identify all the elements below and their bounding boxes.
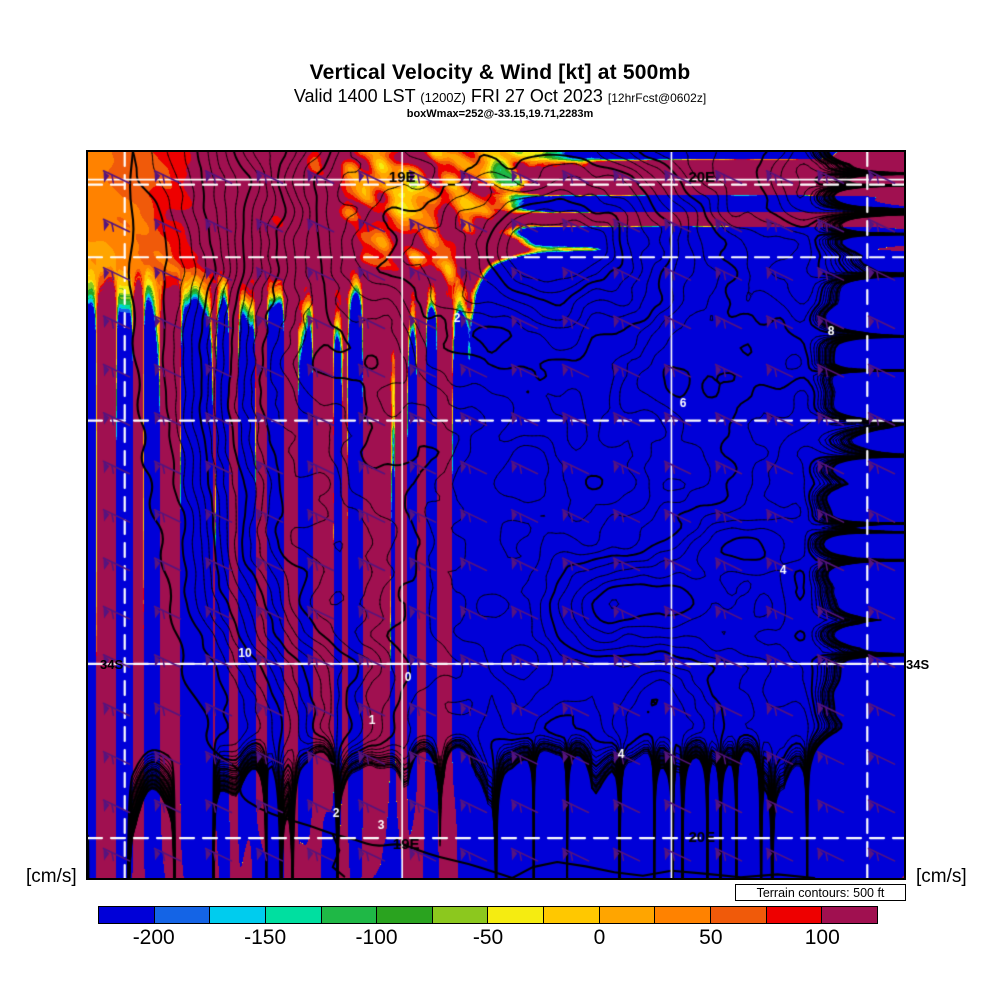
- lat-label-left: 34S: [100, 657, 124, 672]
- colorbar-tick-0: 0: [593, 926, 606, 949]
- colorbar-segment-8: [544, 907, 600, 923]
- title-subtitle: Valid 1400 LST (1200Z) FRI 27 Oct 2023 […: [0, 87, 1000, 106]
- valid-time-zulu: (1200Z): [420, 90, 466, 106]
- map-plot-area: [86, 150, 906, 880]
- colorbar-segment-10: [655, 907, 712, 923]
- colorbar-tick--100: -100: [355, 926, 398, 949]
- title-block: Vertical Velocity & Wind [kt] at 500mb V…: [0, 61, 1000, 120]
- vertical-velocity-field: [88, 152, 904, 878]
- colorbar-segment-7: [488, 907, 545, 923]
- colorbar-segment-0: [99, 907, 155, 923]
- lat-label-right: 34S: [906, 657, 930, 672]
- colorbar-tick-50: 50: [699, 926, 723, 949]
- colorbar-tick-labels: -200 -150 -100 -50 0 50 100: [98, 926, 878, 956]
- terrain-contour-legend: Terrain contours: 500 ft: [735, 884, 906, 901]
- colorbar-segment-11: [711, 907, 767, 923]
- colorbar: -200 -150 -100 -50 0 50 100: [98, 906, 878, 949]
- title-note: boxWmax=252@-33.15,19.71,2283m: [406, 107, 594, 120]
- valid-date: FRI 27 Oct 2023: [470, 86, 603, 107]
- valid-time-prefix: Valid 1400 LST: [293, 86, 416, 107]
- colorbar-segment-5: [377, 907, 433, 923]
- colorbar-strip: [98, 906, 878, 924]
- colorbar-tick--200: -200: [132, 926, 175, 949]
- forecast-hour: [12hrFcst@0602z]: [607, 91, 707, 106]
- units-label-right: [cm/s]: [916, 866, 967, 887]
- colorbar-segment-12: [766, 907, 823, 923]
- colorbar-segment-9: [599, 907, 656, 923]
- colorbar-segment-3: [265, 907, 322, 923]
- colorbar-segment-1: [154, 907, 211, 923]
- colorbar-tick--150: -150: [244, 926, 287, 949]
- colorbar-segment-2: [210, 907, 266, 923]
- colorbar-segment-4: [321, 907, 378, 923]
- colorbar-tick-100: 100: [804, 926, 840, 949]
- colorbar-segment-13: [822, 907, 877, 923]
- page-title: Vertical Velocity & Wind [kt] at 500mb: [309, 61, 691, 84]
- colorbar-segment-6: [432, 907, 489, 923]
- colorbar-tick--50: -50: [472, 926, 504, 949]
- units-label-left: [cm/s]: [26, 866, 77, 887]
